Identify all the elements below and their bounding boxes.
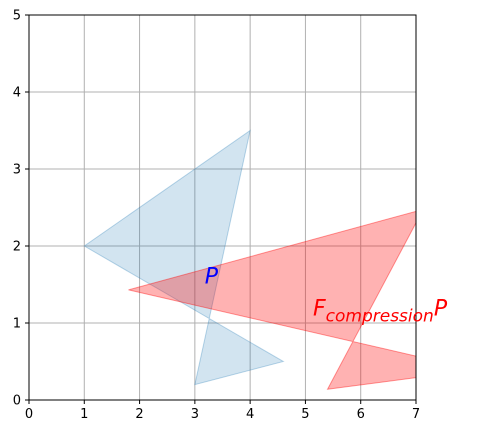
shape-polygon-1	[128, 210, 416, 390]
axis-ticks: 0 1 2 3 4 5 6 7 0 1 2 3 4 5	[13, 9, 420, 423]
y-tick-label-0: 0	[13, 394, 21, 409]
x-tick-label-2: 2	[135, 407, 143, 422]
x-tick-label-0: 0	[25, 407, 33, 422]
annotation-f-sub: compression	[326, 307, 434, 327]
x-tick-label-1: 1	[80, 407, 88, 422]
y-tick-label-3: 3	[13, 163, 21, 178]
annotation-f-tail: P	[434, 297, 448, 322]
x-tick-label-5: 5	[301, 407, 309, 422]
y-tick-label-5: 5	[13, 9, 21, 24]
plot-shapes	[83, 129, 416, 390]
x-tick-label-3: 3	[191, 407, 199, 422]
x-tick-label-4: 4	[246, 407, 254, 422]
x-tick-label-7: 7	[412, 407, 420, 422]
y-tick-label-4: 4	[13, 86, 21, 101]
plot-frame	[28, 14, 417, 401]
y-tick-label-2: 2	[13, 240, 21, 255]
shape-polygon-0	[83, 129, 285, 386]
x-tick-label-6: 6	[357, 407, 365, 422]
y-tick-label-1: 1	[13, 317, 21, 332]
annotation-p: P	[205, 264, 219, 289]
annotation-f-base: F	[313, 297, 326, 322]
annotation-f-compression-p: FcompressionP	[313, 297, 448, 327]
